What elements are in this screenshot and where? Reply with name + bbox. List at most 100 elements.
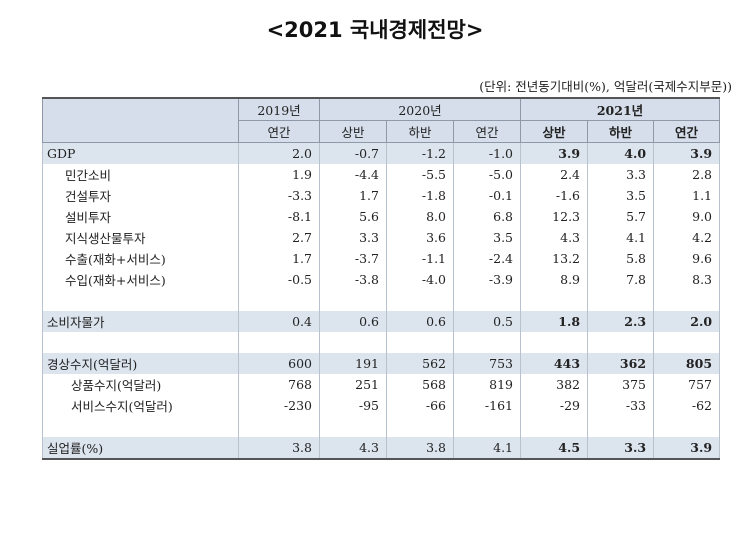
value-cell: 819 — [452, 374, 522, 395]
value-cell: 3.3 — [587, 164, 655, 185]
header-year-2020: 2020년 — [318, 97, 522, 121]
value-cell: 3.5 — [587, 185, 655, 206]
value-cell: 191 — [319, 353, 387, 374]
value-cell: 8.9 — [520, 269, 589, 290]
empty-cell — [319, 332, 387, 353]
value-cell: -1.6 — [520, 185, 589, 206]
empty-cell — [386, 290, 454, 311]
header-corner — [42, 97, 239, 143]
empty-cell — [238, 416, 320, 437]
empty-cell — [653, 416, 721, 437]
empty-cell — [238, 332, 320, 353]
page-title: <2021 국내경제전망> — [266, 18, 484, 42]
value-cell: 4.2 — [653, 227, 721, 248]
value-cell: -2.4 — [452, 248, 522, 269]
value-cell: 251 — [319, 374, 387, 395]
value-cell: -33 — [587, 395, 655, 416]
row-label: GDP — [42, 142, 239, 164]
value-cell: 4.3 — [520, 227, 589, 248]
value-cell: 8.3 — [653, 269, 721, 290]
table-row: 민간소비 1.9 -4.4 -5.5 -5.0 2.4 3.3 2.8 — [42, 164, 721, 185]
row-label: 상품수지(억달러) — [42, 374, 239, 395]
table-row: 실업률(%) 3.8 4.3 3.8 4.1 4.5 3.3 3.9 — [42, 437, 721, 460]
empty-cell — [452, 332, 522, 353]
value-cell: 6.8 — [452, 206, 522, 227]
value-cell: 2.8 — [653, 164, 721, 185]
value-cell: -95 — [319, 395, 387, 416]
empty-cell — [520, 416, 589, 437]
value-cell: 362 — [587, 353, 655, 374]
header-row-years: 2019년 2020년 2021년 — [42, 97, 721, 143]
empty-cell — [386, 416, 454, 437]
value-cell: -0.1 — [452, 185, 522, 206]
value-cell: -3.3 — [238, 185, 320, 206]
empty-cell — [42, 416, 239, 437]
value-cell: -5.5 — [386, 164, 454, 185]
value-cell: 1.1 — [653, 185, 721, 206]
value-cell: 5.6 — [319, 206, 387, 227]
table-row: GDP 2.0 -0.7 -1.2 -1.0 3.9 4.0 3.9 — [42, 142, 721, 164]
value-cell: 3.5 — [452, 227, 522, 248]
value-cell: 382 — [520, 374, 589, 395]
value-cell: 4.1 — [587, 227, 655, 248]
value-cell: 375 — [587, 374, 655, 395]
value-cell: -1.8 — [386, 185, 454, 206]
empty-cell — [42, 290, 239, 311]
header-2021-annual: 연간 — [653, 120, 721, 143]
empty-cell — [319, 416, 387, 437]
value-cell: 2.7 — [238, 227, 320, 248]
unit-note: (단위: 전년동기대비(%), 억달러(국제수지부문)) — [479, 79, 732, 94]
value-cell: 3.9 — [653, 142, 721, 164]
table-row: 서비스수지(억달러) -230 -95 -66 -161 -29 -33 -62 — [42, 395, 721, 416]
row-label: 지식생산물투자 — [42, 227, 239, 248]
value-cell: 757 — [653, 374, 721, 395]
value-cell: -66 — [386, 395, 454, 416]
value-cell: 3.9 — [520, 142, 589, 164]
value-cell: 0.6 — [386, 311, 454, 332]
table-row: 경상수지(억달러) 600 191 562 753 443 362 805 — [42, 353, 721, 374]
value-cell: -0.7 — [319, 142, 387, 164]
row-label: 수입(재화+서비스) — [42, 269, 239, 290]
value-cell: 562 — [386, 353, 454, 374]
empty-cell — [452, 290, 522, 311]
header-2020-h1: 상반 — [319, 120, 387, 143]
value-cell: -4.4 — [319, 164, 387, 185]
row-label: 경상수지(억달러) — [42, 353, 239, 374]
value-cell: 9.6 — [653, 248, 721, 269]
empty-cell — [587, 290, 655, 311]
value-cell: -1.2 — [386, 142, 454, 164]
empty-cell — [520, 332, 589, 353]
value-cell: 4.3 — [319, 437, 387, 460]
row-label: 설비투자 — [42, 206, 239, 227]
header-row-periods: 연간 상반 하반 연간 상반 하반 연간 — [43, 120, 721, 143]
header-2019-annual: 연간 — [238, 120, 320, 143]
value-cell: -230 — [238, 395, 320, 416]
header-year-2019: 2019년 — [238, 97, 320, 121]
value-cell: 568 — [386, 374, 454, 395]
value-cell: 0.6 — [319, 311, 387, 332]
empty-cell — [520, 290, 589, 311]
value-cell: 9.0 — [653, 206, 721, 227]
value-cell: 3.3 — [587, 437, 655, 460]
value-cell: 768 — [238, 374, 320, 395]
empty-cell — [319, 290, 387, 311]
empty-cell — [587, 332, 655, 353]
value-cell: 443 — [520, 353, 589, 374]
empty-cell — [587, 416, 655, 437]
header-2020-annual: 연간 — [452, 120, 522, 143]
value-cell: 1.9 — [238, 164, 320, 185]
value-cell: -1.0 — [452, 142, 522, 164]
value-cell: 0.4 — [238, 311, 320, 332]
empty-cell — [452, 416, 522, 437]
value-cell: 3.3 — [319, 227, 387, 248]
table-row: 소비자물가 0.4 0.6 0.6 0.5 1.8 2.3 2.0 — [42, 311, 721, 332]
value-cell: 1.7 — [319, 185, 387, 206]
value-cell: 4.1 — [452, 437, 522, 460]
value-cell: -4.0 — [386, 269, 454, 290]
value-cell: -5.0 — [452, 164, 522, 185]
value-cell: 5.7 — [587, 206, 655, 227]
value-cell: 13.2 — [520, 248, 589, 269]
value-cell: 600 — [238, 353, 320, 374]
value-cell: -1.1 — [386, 248, 454, 269]
spacer-row — [42, 290, 721, 311]
